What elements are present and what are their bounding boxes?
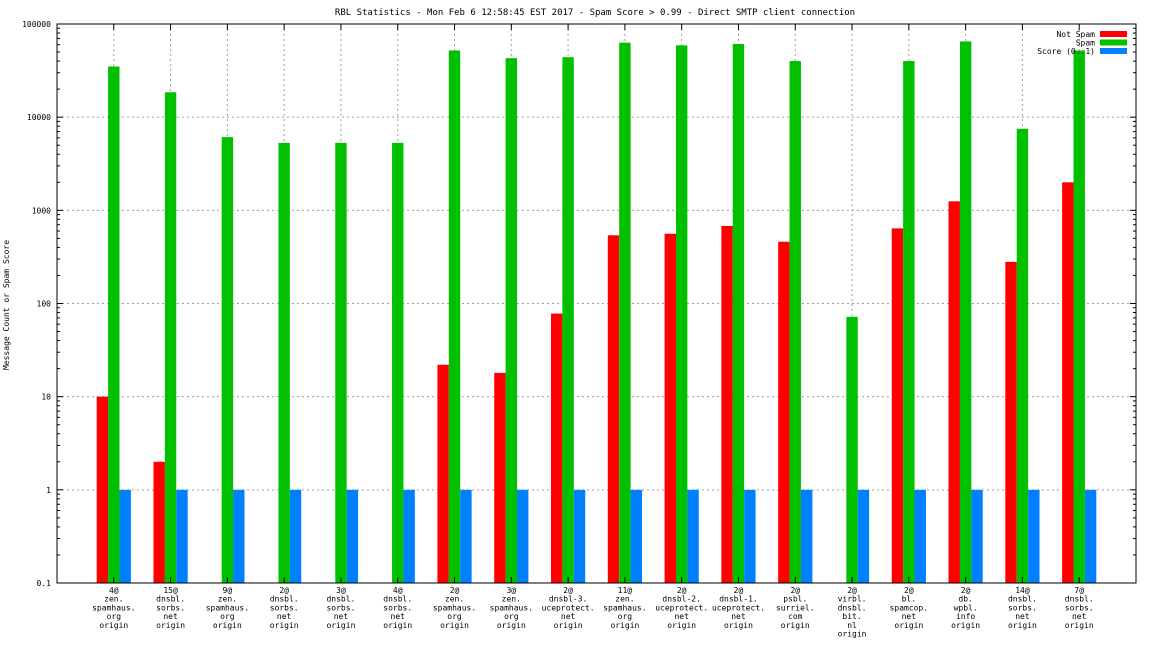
x-tick-label: 3@ dnsbl. sorbs. net origin: [326, 586, 355, 630]
bar-spam: [562, 57, 574, 584]
bar-not-spam: [437, 364, 449, 583]
bar-spam: [392, 142, 404, 583]
x-tick-label: 9@ zen. spamhaus. org origin: [206, 586, 249, 630]
bar-spam: [108, 66, 120, 584]
bar-not-spam: [721, 225, 733, 583]
bar-score-0-1: [119, 489, 131, 583]
x-tick-labels: 4@ zen. spamhaus. org origin 15@ dnsbl. sorbs. n…: [92, 586, 1094, 639]
y-tick-label: 10: [41, 393, 51, 402]
bar-spam: [164, 92, 177, 583]
x-tick-label: 3@ zen. spamhaus. org origin: [490, 586, 533, 630]
bar-not-spam: [607, 235, 620, 583]
x-tick-label: 2@ dnsbl-1. uceprotect. net origin: [712, 586, 765, 630]
legend-label: Spam: [1076, 39, 1095, 48]
bar-not-spam: [1062, 182, 1074, 584]
bar-score-0-1: [914, 489, 926, 583]
chart-title: RBL Statistics - Mon Feb 6 12:58:45 EST …: [335, 8, 855, 18]
legend-swatch: [1100, 39, 1127, 46]
bar-score-0-1: [800, 489, 813, 583]
bar-spam: [732, 44, 745, 583]
bar-score-0-1: [517, 489, 529, 583]
x-tick-label: 4@ zen. spamhaus. org origin: [92, 586, 135, 630]
y-axis-label: Message Count or Spam Score: [2, 240, 11, 370]
y-tick-label: 0.1: [37, 579, 52, 588]
bar-spam: [505, 58, 518, 583]
bars: [96, 41, 1097, 584]
x-tick-label: 11@ zen. spamhaus. org origin: [603, 586, 646, 630]
bar-score-0-1: [744, 489, 756, 583]
legend-label: Not Spam: [1056, 30, 1095, 39]
bar-score-0-1: [971, 489, 983, 583]
bar-score-0-1: [1028, 489, 1040, 583]
x-tick-label: 2@ db. wpbl. info origin: [951, 586, 980, 630]
bar-not-spam: [948, 201, 960, 584]
x-tick-label: 2@ zen. spamhaus. org origin: [433, 586, 476, 630]
x-tick-label: 2@ psbl. surriel. com origin: [776, 586, 815, 630]
bar-spam: [278, 142, 290, 583]
y-tick-label: 1000: [32, 206, 51, 215]
bar-score-0-1: [346, 489, 359, 583]
bar-spam: [1073, 50, 1085, 583]
y-tick-label: 100: [37, 300, 52, 309]
legend-swatch: [1100, 31, 1127, 37]
bar-spam: [448, 50, 461, 583]
x-tick-label: 2@ dnsbl-3. uceprotect. net origin: [542, 586, 595, 630]
y-tick-label: 100000: [22, 20, 51, 29]
bar-spam: [335, 142, 347, 583]
x-tick-label: 2@ dnsbl-2. uceprotect. net origin: [655, 586, 708, 630]
bar-score-0-1: [630, 489, 642, 583]
bar-score-0-1: [857, 489, 870, 583]
bar-score-0-1: [573, 489, 586, 583]
bar-spam: [903, 61, 915, 583]
bar-not-spam: [664, 233, 676, 584]
x-tick-label: 14@ dnsbl. sorbs. net origin: [1008, 586, 1037, 630]
x-tick-label: 4@ dnsbl. sorbs. net origin: [383, 586, 412, 630]
bar-spam: [675, 45, 688, 584]
bar-spam: [221, 137, 234, 584]
bar-spam: [619, 42, 631, 583]
axis-ticks: 0.1 1 10 100 1000 10000 100000: [22, 20, 1136, 588]
bar-spam: [789, 61, 801, 583]
bar-not-spam: [96, 396, 109, 583]
bar-score-0-1: [1084, 489, 1097, 583]
bar-score-0-1: [233, 489, 245, 583]
bar-spam: [846, 316, 858, 583]
bar-spam: [1016, 128, 1029, 583]
legend-swatch: [1100, 48, 1127, 54]
x-tick-label: 2@ virbl. dnsbl. bit. nl origin: [838, 586, 867, 639]
legend-label: Score (0..1): [1037, 47, 1095, 56]
x-tick-label: 15@ dnsbl. sorbs. net origin: [156, 586, 185, 630]
x-tick-label: 7@ dnsbl. sorbs. net origin: [1065, 586, 1094, 630]
y-tick-label: 1: [46, 486, 51, 495]
bar-score-0-1: [460, 489, 472, 583]
bar-not-spam: [778, 241, 790, 583]
bar-score-0-1: [289, 489, 302, 583]
bar-not-spam: [153, 461, 165, 583]
bar-not-spam: [494, 372, 506, 583]
bar-spam: [959, 41, 972, 584]
bar-not-spam: [891, 228, 904, 583]
x-tick-label: 2@ dnsbl. sorbs. net origin: [270, 586, 299, 630]
bar-score-0-1: [687, 489, 699, 583]
bar-not-spam: [1005, 261, 1017, 583]
bar-score-0-1: [176, 489, 188, 583]
x-tick-label: 2@ bl. spamcop. net origin: [890, 586, 929, 630]
bar-score-0-1: [403, 489, 415, 583]
y-tick-label: 10000: [27, 113, 51, 122]
bar-not-spam: [551, 313, 563, 583]
